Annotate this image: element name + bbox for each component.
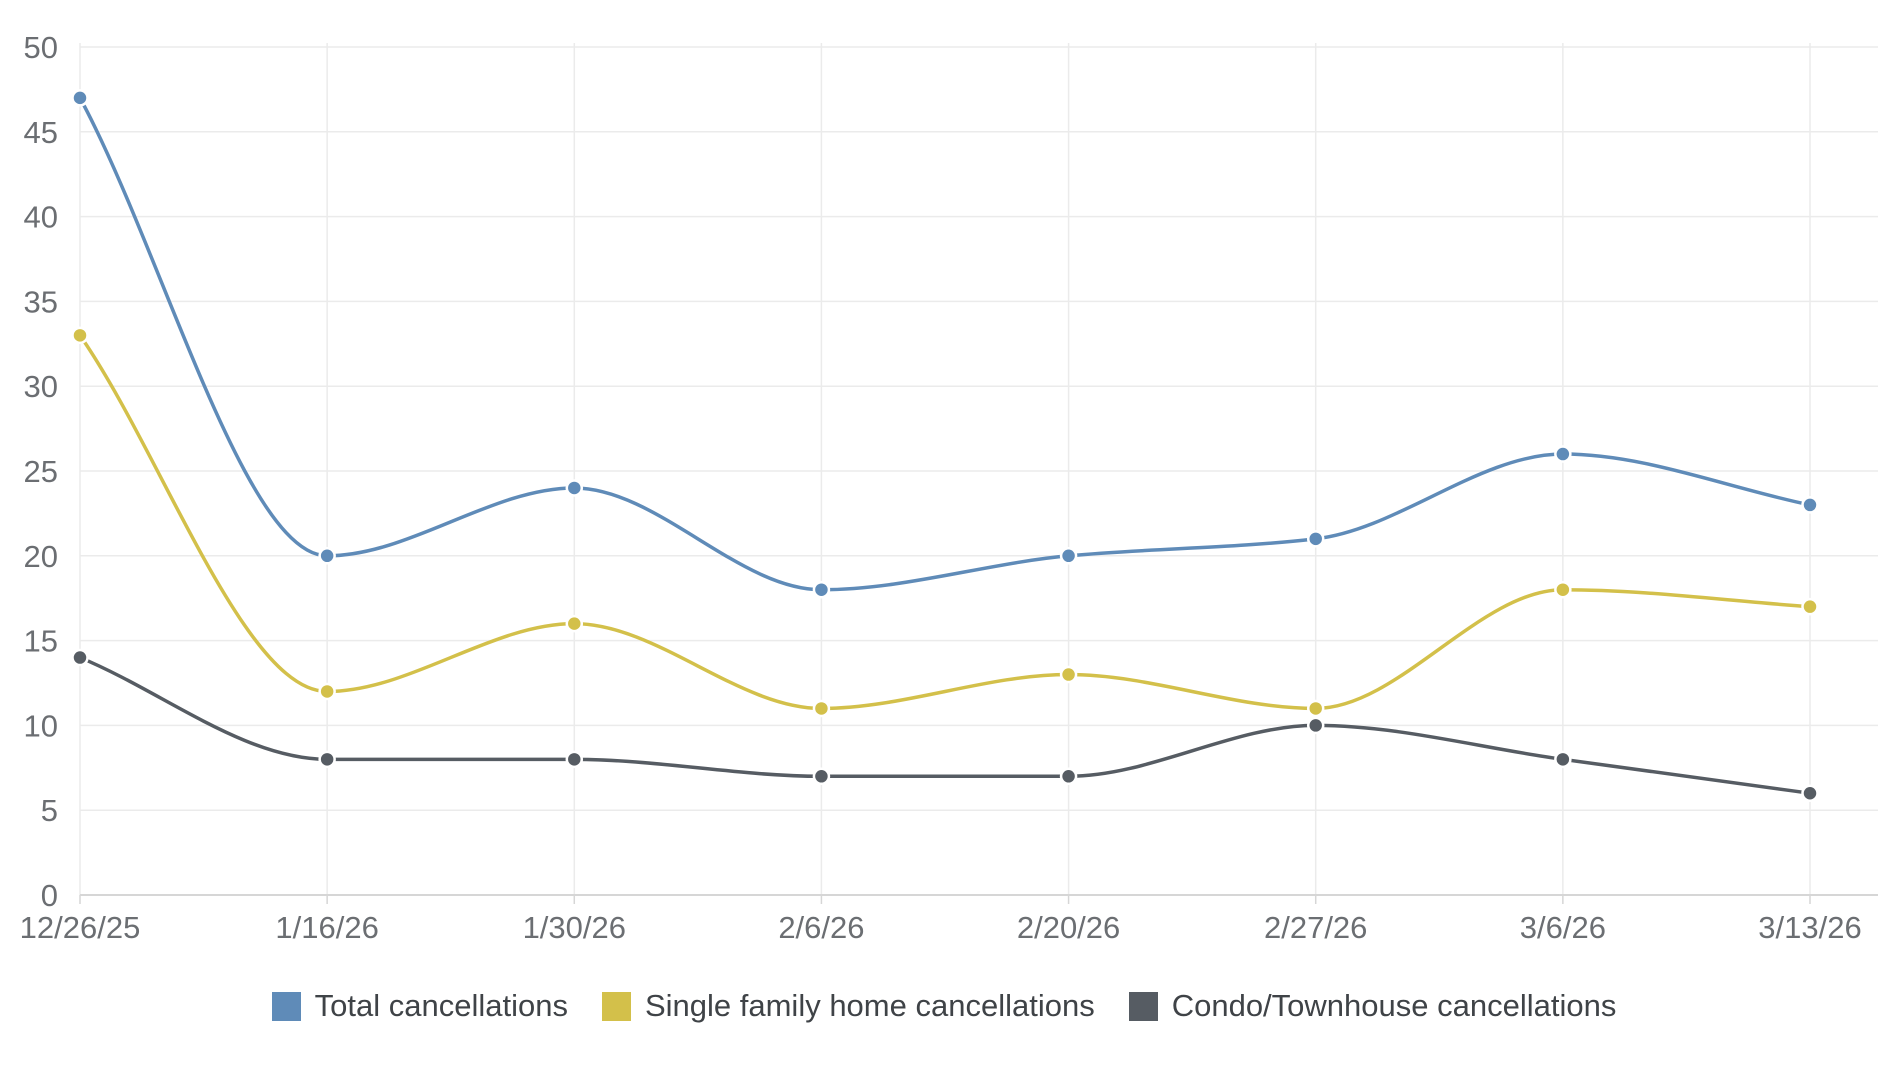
- y-tick-label: 5: [41, 793, 58, 828]
- y-tick-label: 15: [24, 624, 58, 659]
- series-3-point: [1801, 784, 1819, 802]
- series-1-point: [1801, 496, 1819, 514]
- legend-swatch: [271, 991, 301, 1021]
- series-1-point: [1059, 547, 1078, 565]
- series-3-point: [1554, 750, 1572, 769]
- x-tick-label: 3/6/26: [1520, 910, 1606, 945]
- series-lines: [78, 96, 1812, 795]
- series-2-point: [812, 699, 831, 718]
- series-1-point: [71, 89, 89, 107]
- line-chart: 0 5 10 15 20 25 30 35 40 45 50 12/26/25 1/16/26 1/30/…: [20, 30, 1878, 945]
- series-2-point: [318, 682, 336, 701]
- series-1-line: [78, 96, 1812, 592]
- series-3-point: [71, 648, 89, 667]
- axes: 0 5 10 15 20 25 30 35 40 45 50 12/26/25 1/16/26 1/30/…: [20, 30, 1878, 945]
- series-1-point: [812, 580, 831, 599]
- series-2-point: [1059, 665, 1078, 684]
- legend: Total cancellations Single family home ca…: [0, 988, 1888, 1024]
- x-tick-label: 12/26/25: [20, 910, 141, 945]
- series-1-point: [565, 479, 584, 497]
- legend-label: Single family home cancellations: [644, 988, 1095, 1023]
- y-tick-label: 50: [24, 30, 58, 65]
- data-points: [71, 89, 1819, 802]
- x-tick-label: 2/27/26: [1264, 910, 1367, 945]
- x-tick-label: 1/16/26: [275, 910, 378, 945]
- series-1-point: [1554, 445, 1572, 463]
- x-tick-label: 1/30/26: [523, 910, 626, 945]
- series-1-point: [318, 547, 336, 565]
- series-2-point: [1306, 699, 1325, 718]
- legend-swatch: [1128, 991, 1158, 1021]
- legend-item[interactable]: Single family home cancellations: [601, 988, 1095, 1024]
- legend-item[interactable]: Condo/Townhouse cancellations: [1128, 988, 1617, 1024]
- legend-item[interactable]: Total cancellations: [271, 988, 568, 1024]
- y-tick-label: 10: [24, 708, 58, 743]
- x-tick-label: 2/20/26: [1017, 910, 1120, 945]
- series-3-point: [1306, 716, 1325, 735]
- series-3-point: [318, 750, 336, 769]
- series-3-point: [812, 767, 831, 786]
- x-tick-label: 2/6/26: [778, 910, 864, 945]
- series-2-point: [565, 614, 584, 633]
- series-2-point: [1801, 597, 1819, 616]
- y-tick-label: 0: [41, 878, 58, 913]
- legend-label: Total cancellations: [314, 988, 568, 1023]
- series-1-point: [1306, 530, 1325, 548]
- series-2-point: [1554, 580, 1572, 599]
- series-3-point: [1059, 767, 1078, 786]
- y-tick-label: 45: [24, 115, 58, 150]
- y-tick-label: 40: [24, 200, 58, 235]
- y-tick-label: 25: [24, 454, 58, 489]
- grid: [79, 43, 1878, 895]
- series-2-point: [71, 326, 89, 345]
- series-3-point: [565, 750, 584, 769]
- legend-label: Condo/Townhouse cancellations: [1171, 988, 1617, 1023]
- y-tick-label: 20: [24, 539, 58, 574]
- series-3-line: [78, 655, 1812, 795]
- y-tick-label: 35: [24, 284, 58, 319]
- series-2-line: [78, 333, 1812, 711]
- legend-swatch: [601, 991, 631, 1021]
- x-tick-label: 3/13/26: [1758, 910, 1861, 945]
- y-tick-label: 30: [24, 369, 58, 404]
